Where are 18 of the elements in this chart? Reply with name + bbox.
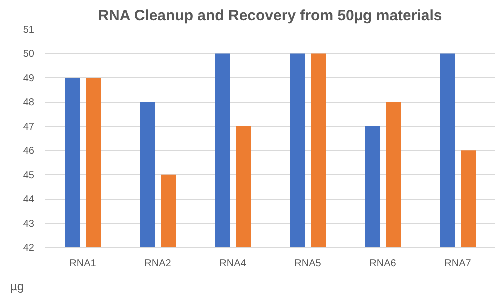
y-tick-label: 49 [23,73,35,84]
x-tick-label: RNA2 [144,258,172,270]
y-tick-label: 42 [23,243,35,254]
y-tick-label: 47 [23,122,35,133]
y-axis-title: µg [10,280,24,294]
y-tick-label: 44 [23,194,35,206]
x-tick-label: RNA4 [220,258,247,270]
y-tick-label: 43 [23,218,35,230]
y-tick-label: 48 [23,98,35,109]
y-tick-label: 45 [23,170,35,182]
x-tick-label: RNA7 [444,258,472,270]
y-tick-label: 51 [23,25,35,36]
x-tick-label: RNA5 [294,258,322,270]
y-tick-label: 46 [23,146,35,158]
x-tick-label: RNA1 [70,258,97,270]
y-tick-label: 50 [23,49,35,60]
x-tick-label: RNA6 [370,258,397,270]
chart-title: RNA Cleanup and Recovery from 50µg materials [98,8,442,24]
